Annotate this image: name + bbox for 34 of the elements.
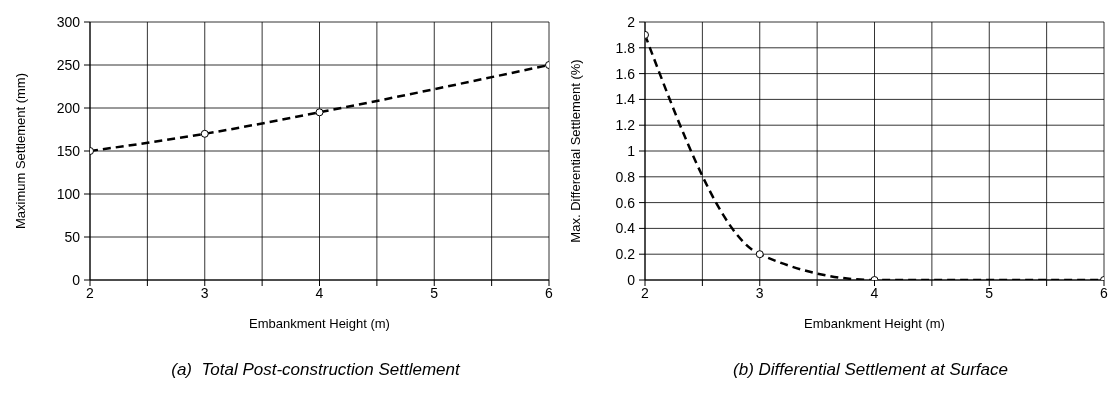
x-tick-label: 6: [545, 284, 554, 301]
x-tick-label: 2: [86, 284, 95, 301]
x-tick-label: 3: [200, 284, 209, 301]
y-tick-label: 0.8: [615, 168, 636, 185]
y-tick-label: 0.4: [615, 220, 636, 237]
y-tick-label: 250: [56, 56, 81, 73]
y-tick-label: 1.2: [615, 117, 636, 134]
text: (b) Differential Settlement at Surface: [732, 360, 1009, 380]
x-tick-label: 4: [315, 284, 324, 301]
y-tick-label: 1.6: [615, 65, 636, 82]
y-tick-label: 50: [64, 228, 81, 245]
x-axis-title: Embankment Height (m): [249, 316, 390, 331]
y-tick-label: 100: [56, 185, 81, 202]
x-tick-label: 2: [641, 284, 650, 301]
y-axis-title: Maximum Settlement (mm): [12, 72, 28, 230]
x-tick-label: 4: [870, 284, 879, 301]
y-tick-label: 1: [627, 142, 636, 159]
x-tick-label: 5: [985, 284, 994, 301]
x-tick-label: 5: [430, 284, 439, 301]
y-tick-label: 300: [56, 13, 81, 30]
y-tick-label: 150: [56, 142, 81, 159]
y-tick-label: 2: [627, 13, 636, 30]
x-axis-title: Embankment Height (m): [804, 316, 945, 331]
x-tick-label: 6: [1100, 284, 1109, 301]
y-tick-label: 200: [56, 99, 81, 116]
text: (a) Total Post-construction Settlement: [170, 360, 462, 380]
y-tick-label: 0.2: [615, 246, 636, 263]
y-axis-title: Max. Differential Settlement (%): [567, 59, 583, 243]
y-tick-label: 1.4: [615, 91, 636, 108]
y-tick-label: 1.8: [615, 39, 636, 56]
x-tick-label: 3: [755, 284, 764, 301]
y-tick-label: 0: [72, 271, 81, 288]
y-tick-label: 0.6: [615, 194, 636, 211]
y-tick-label: 0: [627, 271, 636, 288]
